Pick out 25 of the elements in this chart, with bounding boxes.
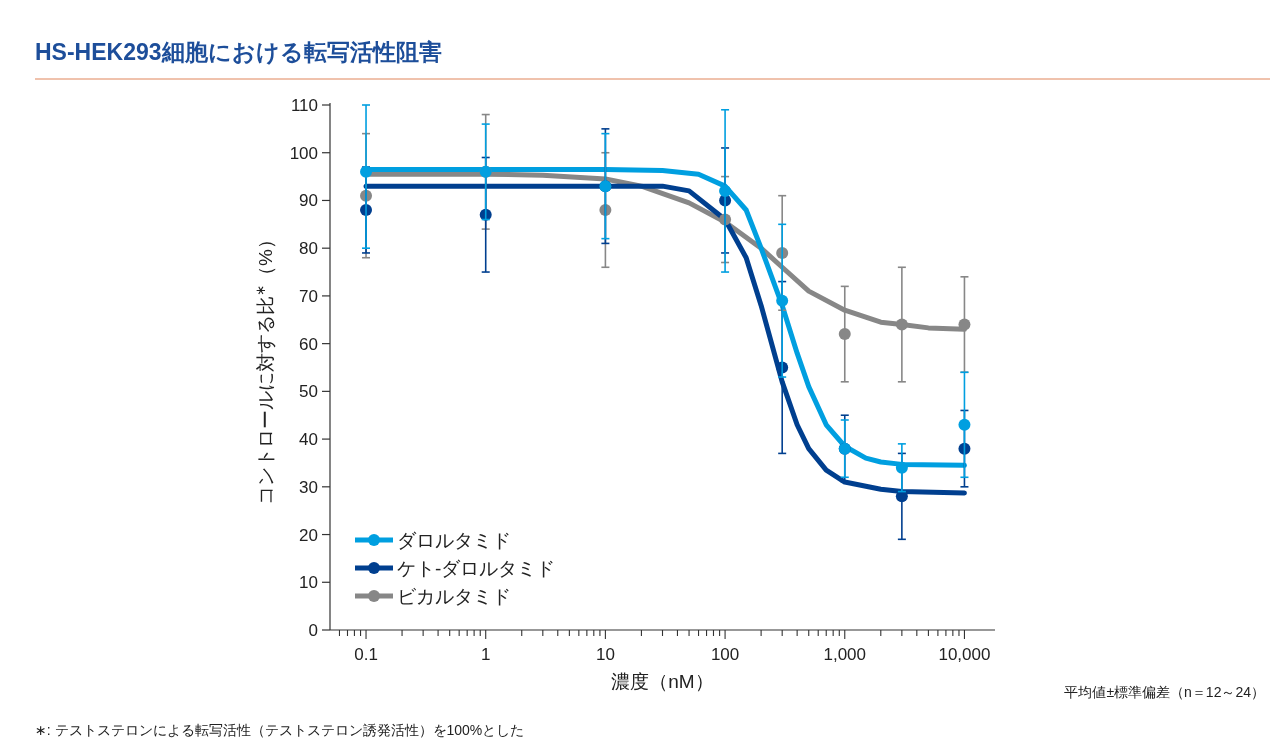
- y-tick-label: 0: [308, 621, 318, 640]
- legend-label: ダロルタミド: [397, 530, 511, 551]
- y-tick-label: 10: [299, 573, 318, 593]
- x-tick-label: 0.1: [354, 645, 378, 664]
- x-tick-label: 10,000: [938, 645, 991, 664]
- legend-label: ケト-ダロルタミド: [397, 558, 556, 579]
- x-tick-label: 1,000: [823, 645, 867, 664]
- y-tick-label: 60: [299, 334, 318, 354]
- y-tick-label: 110: [290, 96, 318, 115]
- y-tick-label: 80: [299, 239, 318, 259]
- x-tick-label: 10: [595, 645, 615, 664]
- x-axis-title: 濃度（nM）: [611, 671, 714, 692]
- x-tick-label: 1: [480, 645, 491, 664]
- x-tick-label: 100: [710, 645, 740, 664]
- y-tick-label: 100: [289, 143, 318, 163]
- y-tick-label: 50: [299, 382, 318, 402]
- legend-label: ビカルタミド: [397, 586, 511, 607]
- chart-title: HS-HEK293細胞における転写活性阻害: [35, 39, 442, 65]
- y-tick-label: 20: [299, 525, 318, 545]
- y-tick-label: 40: [299, 430, 318, 450]
- y-tick-label: 70: [299, 286, 318, 306]
- y-tick-label: 90: [299, 191, 318, 211]
- y-tick-label: 30: [299, 477, 318, 497]
- text: ∗: テストステロンによる転写活性（テストステロン誘発活性）を100%とした: [35, 722, 525, 738]
- text: 平均値±標準偏差（n＝12～24）: [1064, 684, 1265, 700]
